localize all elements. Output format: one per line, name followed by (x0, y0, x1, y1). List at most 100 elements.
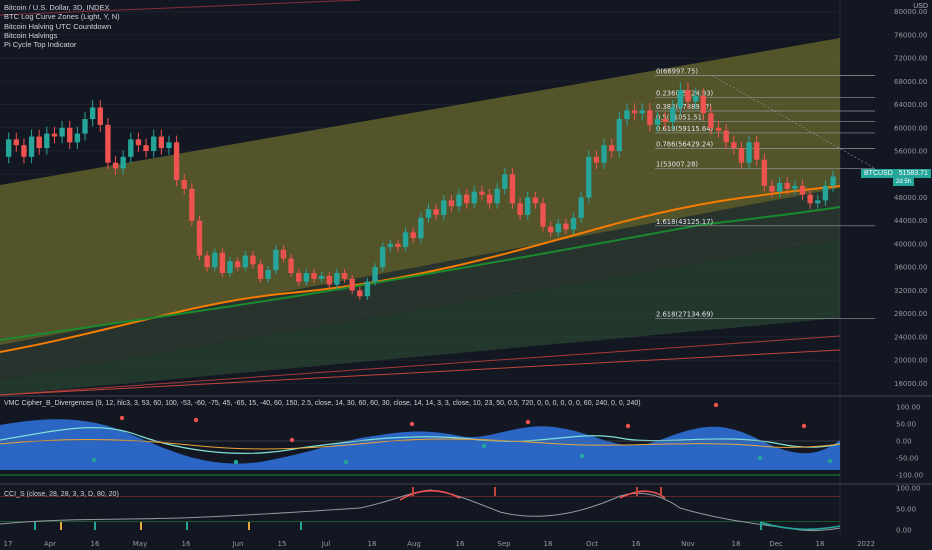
vmc-dot-1 (193, 417, 199, 423)
candle-body (395, 243, 401, 247)
cci-axis-tick-1: 50.00 (896, 506, 916, 514)
cci-orange-marker-0 (60, 522, 62, 530)
zone-top-line (0, 0, 361, 16)
indicator-halvings[interactable]: Bitcoin Halvings (4, 30, 58, 40)
cci-red-marker-2 (636, 487, 638, 496)
candle-body (181, 180, 187, 189)
time-tick-5: Jun (232, 540, 244, 548)
fib-trend-line (711, 75, 876, 169)
candle-body (761, 159, 768, 186)
zone-upper-band (0, 38, 840, 345)
candle-body (433, 209, 439, 215)
candle-body (807, 194, 813, 204)
price-tick-9: 44000.00 (894, 217, 927, 225)
candle-body (754, 142, 760, 160)
candle-body (234, 261, 241, 268)
time-tick-3: May (133, 540, 147, 548)
candle-body (21, 145, 27, 157)
candle-body (387, 243, 393, 247)
zone-lower-band (0, 240, 840, 395)
fib-label-3: 0.5(61051.51) (656, 114, 705, 122)
candle-body (471, 191, 477, 204)
time-tick-19: 2022 (857, 540, 875, 548)
candle-body (143, 145, 149, 152)
time-tick-12: 18 (544, 540, 553, 548)
candle-body (425, 209, 432, 218)
candle-body (769, 185, 775, 192)
cci-green-marker-0 (34, 522, 36, 530)
candle-body (631, 110, 638, 114)
price-tick-13: 28000.00 (894, 310, 927, 318)
candle-body (173, 142, 180, 181)
fib-label-0: 0(68997.75) (656, 68, 698, 76)
candle-body (540, 203, 546, 227)
price-tick-15: 20000.00 (894, 357, 927, 365)
vmc-cipher-pane: 100.00 50.00 0.00 -50.00 -100.00 (0, 402, 923, 480)
candle-body (700, 95, 706, 114)
candle-body (776, 182, 783, 192)
indicator-log-curve[interactable]: BTC Log Curve Zones (Light, Y, N) (4, 12, 120, 22)
candle-body (654, 119, 661, 125)
vmc-title[interactable]: VMC Cipher_B_Divergences (9, 12, hlc3, 3… (4, 400, 641, 407)
time-axis[interactable]: 17 Apr 16 May 16 Jun 15 Jul 18 Aug 16 Sep 18 Oct 16 Nov… (4, 540, 875, 548)
candle-body (242, 255, 248, 268)
price-tick-2: 72000.00 (894, 55, 927, 63)
cci-overbought-segment-1 (399, 489, 461, 501)
candle-body (219, 252, 226, 274)
price-tick-3: 68000.00 (894, 78, 927, 86)
vmc-dot-14 (827, 458, 833, 464)
cci-red-marker-3 (660, 487, 662, 496)
candle-body (418, 217, 424, 239)
cci-line (0, 489, 841, 532)
candle-body (67, 127, 73, 143)
candle-body (624, 110, 630, 120)
candle-body (44, 133, 50, 149)
vmc-axis-tick-2: 0.00 (896, 438, 912, 446)
cci-green-marker-3 (300, 522, 302, 530)
vmc-dot-8 (91, 457, 97, 463)
vmc-dot-7 (801, 423, 807, 429)
candle-body (731, 142, 737, 149)
vmc-dot-13 (757, 455, 763, 461)
candle-body (792, 185, 798, 189)
red-curve-upper (0, 335, 841, 396)
time-tick-8: 18 (368, 540, 377, 548)
cci-title[interactable]: CCI_S (close, 28, 28, 3, 3, D, 80, 20) (4, 491, 119, 498)
price-tick-5: 60000.00 (894, 124, 927, 132)
candle-body (715, 127, 722, 131)
fib-label-7: 1.618(43125.17) (656, 218, 714, 226)
candle-body (380, 246, 386, 268)
candle-body (112, 162, 119, 169)
candle-body (250, 255, 256, 265)
time-tick-1: Apr (44, 540, 56, 548)
time-tick-9: Aug (407, 540, 421, 548)
fib-label-1: 0.236(65224.93) (656, 89, 714, 97)
cci-overbought-segment-2 (619, 490, 666, 499)
price-tick-14: 24000.00 (894, 333, 927, 341)
candle-body (128, 139, 134, 157)
candle-body (639, 110, 645, 114)
candle-body (784, 182, 790, 189)
time-tick-7: Jul (321, 540, 331, 548)
candle-body (97, 107, 103, 125)
log-curve-zones (0, 0, 841, 396)
price-tick-4: 64000.00 (894, 101, 927, 109)
price-tick-1: 76000.00 (894, 31, 927, 39)
symbol-title[interactable]: Bitcoin / U.S. Dollar, 3D, INDEX (4, 3, 110, 12)
fib-label-2: 0.382(67889.??) (656, 103, 712, 111)
time-tick-11: Sep (497, 540, 511, 548)
candle-body (6, 139, 12, 157)
moving-averages (0, 185, 841, 353)
candle-body (166, 142, 172, 149)
indicator-halving-countdown[interactable]: Bitcoin Halving UTC Countdown (4, 21, 112, 31)
indicator-pi-cycle[interactable]: Pi Cycle Top Indicator (4, 40, 77, 50)
candle-body (402, 232, 409, 247)
candle-body (82, 119, 88, 134)
candle-body (441, 200, 447, 215)
cci-green-marker-4 (760, 522, 762, 530)
candle-body (265, 270, 271, 279)
fibonacci-levels: 0(68997.75) 0.236(65224.93) 0.382(67889.??… (655, 68, 876, 320)
candle-body (815, 200, 821, 204)
vmc-dot-2 (289, 437, 295, 443)
